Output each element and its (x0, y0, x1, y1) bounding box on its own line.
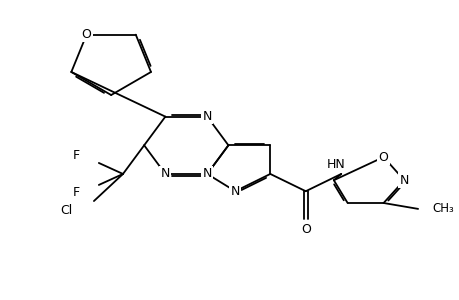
Text: O: O (300, 223, 310, 236)
Text: N: N (230, 185, 240, 198)
Text: N: N (160, 167, 170, 180)
Text: F: F (73, 149, 80, 162)
Text: N: N (399, 174, 408, 187)
Text: F: F (73, 185, 80, 199)
Text: CH₃: CH₃ (432, 202, 453, 215)
Text: Cl: Cl (61, 204, 73, 217)
Text: N: N (202, 167, 212, 180)
Text: O: O (378, 151, 388, 164)
Text: HN: HN (326, 158, 345, 171)
Text: N: N (202, 110, 212, 123)
Text: O: O (81, 28, 91, 41)
